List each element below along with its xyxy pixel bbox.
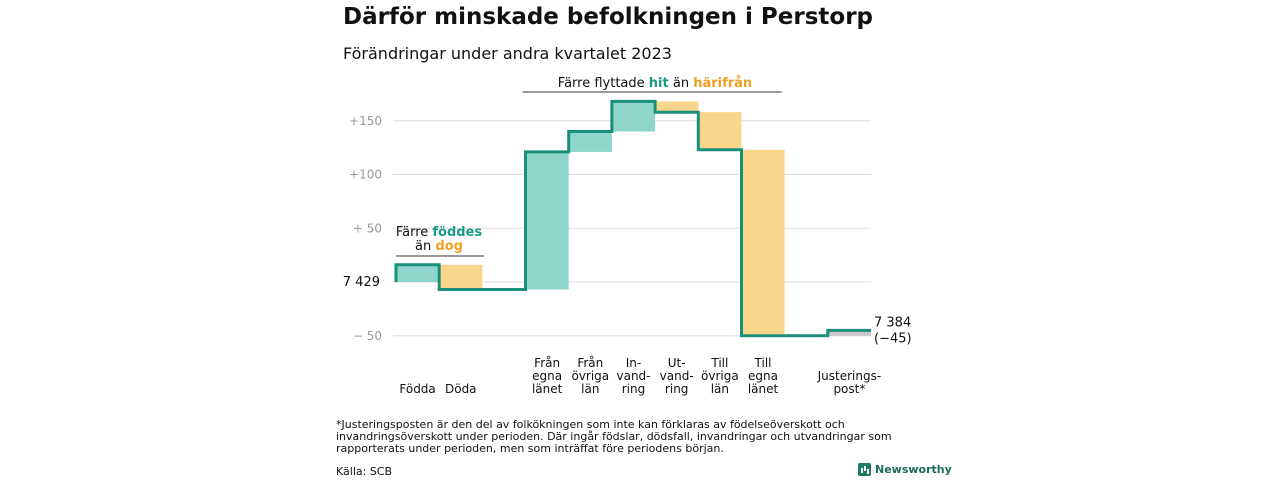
births-annotation-line1: Färre föddes — [396, 225, 483, 240]
category-label: länet — [748, 382, 779, 396]
migration-annotation: Färre flyttade hit än härifrån — [558, 76, 752, 91]
category-label: länet — [532, 382, 563, 396]
waterfall-bar — [568, 131, 612, 152]
waterfall-bar — [611, 101, 656, 132]
category-label: Födda — [399, 382, 435, 396]
end-change-label: (−45) — [874, 331, 912, 346]
waterfall-bar — [655, 101, 699, 113]
category-label: egna — [532, 369, 562, 383]
category-label: Från — [534, 356, 560, 370]
waterfall-bar — [741, 149, 785, 336]
y-tick-label: +100 — [349, 168, 382, 182]
category-label: post* — [833, 382, 865, 396]
category-label: ring — [665, 382, 689, 396]
category-label: län — [711, 382, 729, 396]
chart-subtitle: Förändringar under andra kvartalet 2023 — [343, 44, 672, 63]
brand-logo: Newsworthy — [858, 463, 952, 476]
waterfall-bar — [525, 151, 569, 290]
births-annotation-line2: än dog — [415, 239, 463, 254]
source-note: Källa: SCB — [336, 465, 393, 478]
category-label: ring — [622, 382, 646, 396]
category-label: övriga — [571, 369, 609, 383]
running-total-line — [394, 99, 871, 338]
category-label: Till — [710, 356, 728, 370]
category-label: egna — [748, 369, 778, 383]
newsworthy-icon — [858, 463, 871, 476]
category-label: vand- — [616, 369, 650, 383]
category-label: län — [581, 382, 599, 396]
category-label: övriga — [701, 369, 739, 383]
footnote: *Justeringsposten är den del av folkökni… — [336, 418, 892, 455]
waterfall-bar — [439, 264, 483, 290]
waterfall-bar — [827, 330, 871, 336]
end-value-label: 7 384 — [874, 315, 911, 330]
category-label: Till — [754, 356, 772, 370]
category-label: Döda — [445, 382, 477, 396]
category-label: Från — [577, 356, 603, 370]
waterfall-bar — [396, 264, 440, 282]
y-tick-label: +150 — [349, 114, 382, 128]
category-label: Ut- — [668, 356, 686, 370]
start-value-label: 7 429 — [343, 275, 380, 290]
y-tick-label: − 50 — [353, 329, 382, 343]
category-label: vand- — [660, 369, 694, 383]
waterfall-bar — [698, 112, 742, 150]
category-label: Justerings- — [817, 369, 882, 383]
y-tick-label: + 50 — [353, 221, 382, 235]
chart-title: Därför minskade befolkningen i Perstorp — [343, 4, 874, 30]
brand-name: Newsworthy — [875, 463, 952, 476]
category-label: In- — [626, 356, 641, 370]
